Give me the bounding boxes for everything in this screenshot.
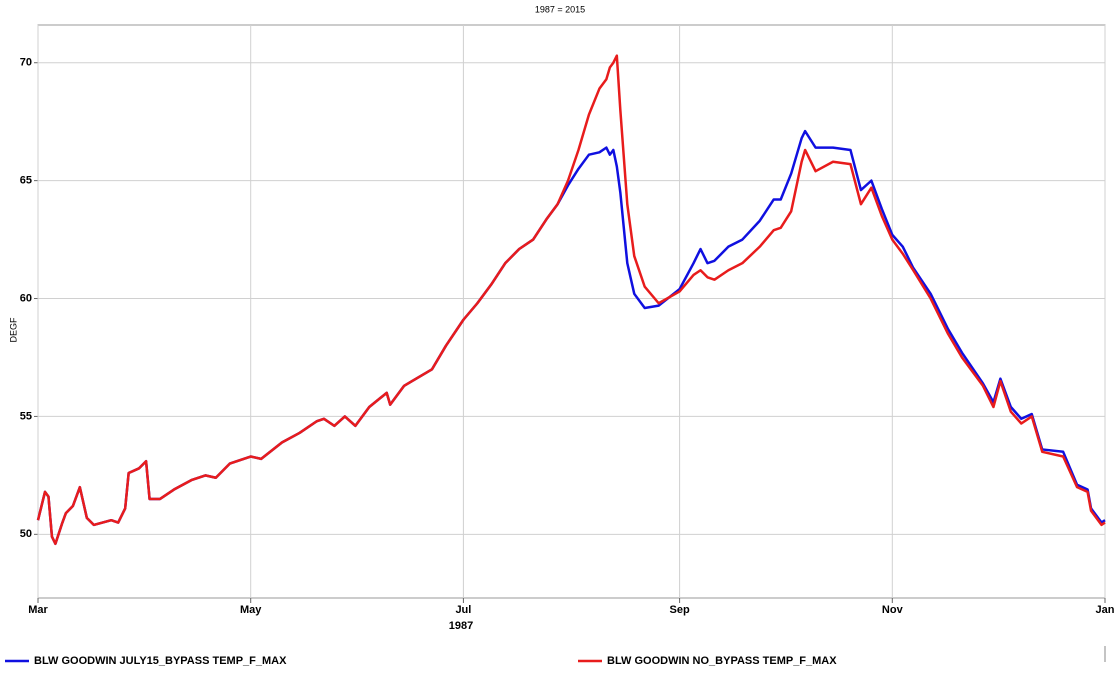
y-tick-label: 55 (20, 410, 32, 422)
y-tick-label: 65 (20, 175, 32, 187)
x-tick-label: Mar (28, 604, 48, 616)
x-tick-label: Sep (670, 604, 690, 616)
y-tick-label: 50 (20, 528, 32, 540)
y-tick-label: 70 (20, 57, 32, 69)
x-tick-label: May (240, 604, 262, 616)
y-axis-label: DEGF (8, 317, 18, 343)
legend-label: BLW GOODWIN JULY15_BYPASS TEMP_F_MAX (34, 655, 287, 667)
series-line (36, 129, 1106, 546)
legend-label: BLW GOODWIN NO_BYPASS TEMP_F_MAX (607, 655, 837, 667)
x-tick-label: Jan (1096, 604, 1115, 616)
x-tick-label: Jul (455, 604, 471, 616)
chart-title: 1987 = 2015 (535, 4, 585, 14)
x-tick-label: Nov (882, 604, 904, 616)
plot-frame (37, 24, 1106, 599)
y-tick-label: 60 (20, 292, 32, 304)
x-axis-label: 1987 (449, 620, 473, 632)
series-line (36, 54, 1106, 546)
